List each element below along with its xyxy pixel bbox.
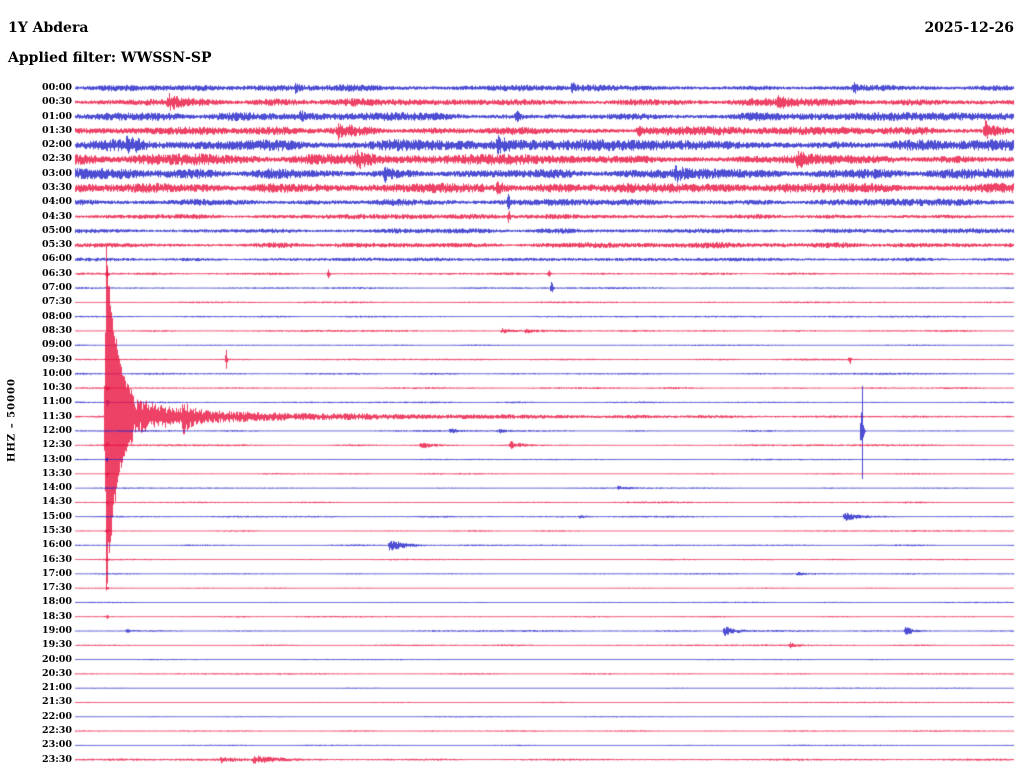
trace-time-label: 04:30 [42,210,72,222]
trace-time-label: 22:30 [42,725,72,737]
trace-time-label: 03:00 [42,167,72,179]
trace-time-label: 08:30 [42,324,72,336]
trace-time-label: 10:00 [42,367,72,379]
trace-time-label: 02:30 [42,153,72,165]
trace-time-label: 04:00 [42,196,72,208]
trace-time-label: 13:00 [42,453,72,465]
trace-time-label: 14:30 [42,496,72,508]
trace-time-label: 17:30 [42,582,72,594]
trace-time-label: 05:00 [42,224,72,236]
trace-time-label: 13:30 [42,467,72,479]
trace-time-label: 15:30 [42,524,72,536]
trace-time-label: 02:00 [42,139,72,151]
trace-time-label: 19:30 [42,639,72,651]
trace-time-label: 08:00 [42,310,72,322]
trace-time-label: 21:30 [42,696,72,708]
trace-time-label: 22:00 [42,710,72,722]
trace-time-label: 20:00 [42,653,72,665]
trace-time-label: 20:30 [42,667,72,679]
trace-time-label: 01:30 [42,124,72,136]
trace-time-label: 09:00 [42,339,72,351]
trace-time-label: 00:00 [42,82,72,93]
trace-time-label: 17:00 [42,567,72,579]
trace-time-label: 05:30 [42,239,72,251]
trace-time-label: 16:30 [42,553,72,565]
trace-time-label: 09:30 [42,353,72,365]
trace-time-label: 15:00 [42,510,72,522]
trace-time-label: 11:30 [42,410,72,422]
trace-time-label: 18:00 [42,596,72,608]
trace-time-label: 01:00 [42,110,72,122]
trace-time-label: 06:30 [42,267,72,279]
trace-time-label: 00:30 [42,96,72,108]
trace-time-label: 12:30 [42,439,72,451]
trace-time-label: 03:30 [42,182,72,194]
trace-time-label: 12:00 [42,424,72,436]
trace-time-label: 23:00 [42,739,72,751]
trace-time-label: 11:00 [42,396,72,408]
trace-time-label: 14:00 [42,482,72,494]
trace-time-label: 07:00 [42,282,72,294]
trace-time-label: 07:30 [42,296,72,308]
trace-time-label: 18:30 [42,610,72,622]
trace-time-label: 10:30 [42,382,72,394]
trace-time-label: 06:00 [42,253,72,265]
trace-time-label: 23:30 [42,753,72,765]
trace-time-label: 16:00 [42,539,72,551]
trace-time-label: 19:00 [42,625,72,637]
trace-time-label: 21:00 [42,682,72,694]
